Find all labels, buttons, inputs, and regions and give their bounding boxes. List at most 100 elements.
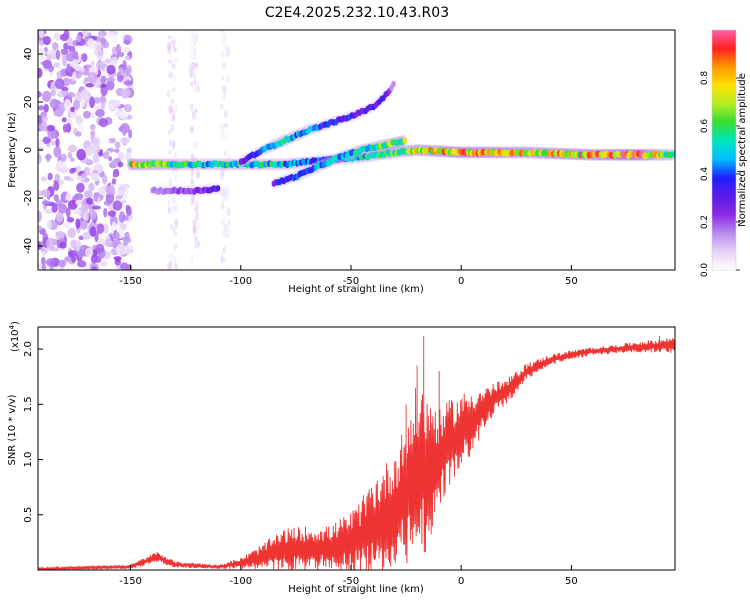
noise-blob <box>75 199 84 206</box>
colorbar: 0.0 0.2 0.4 0.6 0.8 Normalized spectral ampl… <box>700 29 748 277</box>
stripe-blob <box>174 151 177 159</box>
stripe-blob <box>225 232 229 238</box>
snr-frame <box>37 326 676 571</box>
noise-blob <box>53 32 62 41</box>
stripe-blob <box>168 178 173 186</box>
noise-blob <box>57 159 67 168</box>
stripe-blob <box>196 87 200 92</box>
spectrogram-y-tick-label: 40 <box>23 48 34 61</box>
noise-blob <box>93 192 99 202</box>
snr-multiplier-base: (x10 <box>10 329 21 352</box>
noise-blob <box>122 46 131 53</box>
noise-blob <box>54 173 60 182</box>
spectrogram-axes: -150 -100 -50 0 50 -40 -20 0 20 40 <box>23 48 578 287</box>
stripe-blob <box>171 166 175 174</box>
noise-blob <box>53 146 62 158</box>
noise-blob <box>77 260 87 268</box>
stripe-blob <box>223 246 226 255</box>
stripe-blob <box>226 207 231 217</box>
noise-blob <box>118 69 126 76</box>
noise-blob <box>80 89 90 101</box>
noise-blob <box>128 129 133 139</box>
noise-blob <box>38 142 42 148</box>
spectrogram-x-label: Height of straight line (km) <box>288 284 424 295</box>
snr-x-tick-label: 50 <box>565 576 578 587</box>
noise-blob <box>100 75 107 85</box>
stripe-blob <box>194 156 197 162</box>
noise-blob <box>56 71 62 77</box>
noise-blob <box>119 111 129 120</box>
snr-multiplier-exponent: 4 <box>8 324 16 329</box>
spectrogram-x-tick-label: 0 <box>458 276 464 287</box>
noise-blob <box>43 103 49 113</box>
noise-blob <box>51 42 59 51</box>
spectrogram-y-tick-label: 20 <box>23 96 34 109</box>
stripe-blob <box>169 223 174 230</box>
noise-blob <box>105 184 116 195</box>
noise-blob <box>121 87 132 98</box>
noise-blob <box>90 112 96 119</box>
stripe-blob <box>223 150 227 157</box>
noise-blob <box>60 48 69 55</box>
noise-blob <box>115 141 121 149</box>
noise-blob <box>45 258 56 267</box>
noise-blob <box>67 144 77 153</box>
noise-blob <box>90 254 99 264</box>
svg-text:(x104): (x104) <box>8 321 21 352</box>
noise-blob <box>44 208 54 214</box>
noise-blob <box>63 30 70 40</box>
stripe-blob <box>168 104 172 114</box>
noise-blob <box>90 60 95 67</box>
noise-blob <box>46 237 56 250</box>
noise-blob <box>59 153 68 162</box>
noise-blob <box>101 41 110 49</box>
snr-series-line <box>38 338 675 570</box>
noise-blob <box>49 98 59 109</box>
stripe-blob <box>167 35 173 40</box>
noise-blob <box>120 137 130 144</box>
noise-blob <box>112 173 118 178</box>
stripe-blob <box>221 30 225 34</box>
spectrogram-panel: -150 -100 -50 0 50 -40 -20 0 20 40 Height of stra… <box>7 29 676 295</box>
noise-blob <box>125 204 130 212</box>
noise-blob <box>40 250 46 258</box>
noise-blob <box>54 78 65 90</box>
noise-blob <box>38 225 43 231</box>
noise-blob <box>39 30 44 39</box>
noise-blob <box>124 151 132 163</box>
noise-blob <box>41 264 47 270</box>
noise-blob <box>123 80 133 86</box>
stripe-blob <box>173 263 179 270</box>
noise-blob <box>76 148 87 161</box>
snr-y-tick-label: 2.0 <box>23 341 34 357</box>
noise-blob <box>71 71 77 82</box>
noise-blob <box>58 179 65 186</box>
noise-blob <box>104 58 112 64</box>
colorbar-tick-label: 0.6 <box>700 119 710 134</box>
noise-blob <box>46 124 56 132</box>
colorbar-tick-label: 0.2 <box>700 215 710 229</box>
noise-blob <box>42 59 53 69</box>
colorbar-label: Normalized spectral amplitude <box>737 73 748 227</box>
noise-blob <box>47 128 56 140</box>
noise-blob <box>66 52 75 62</box>
noise-blob <box>122 59 127 72</box>
noise-blob <box>99 95 107 104</box>
spectrogram-x-tick-label: 50 <box>565 276 578 287</box>
noise-blob <box>75 131 82 137</box>
noise-blob <box>117 161 124 168</box>
noise-blob <box>67 250 78 258</box>
noise-blob <box>51 140 56 146</box>
snr-x-tick-label: 0 <box>458 576 464 587</box>
stripe-blob <box>224 122 228 128</box>
noise-blob <box>96 223 105 234</box>
stripe-blob <box>172 39 176 50</box>
noise-blob <box>111 46 117 55</box>
snr-panel: -150 -100 -50 0 50 0.5 1.0 1.5 2.0 Height of str… <box>7 321 676 595</box>
ridge-main-band <box>127 144 675 171</box>
stripe-blob <box>195 222 201 230</box>
noise-blob <box>46 220 52 230</box>
noise-blob <box>94 41 103 52</box>
noise-blob <box>82 110 91 119</box>
noise-blob <box>124 55 131 61</box>
